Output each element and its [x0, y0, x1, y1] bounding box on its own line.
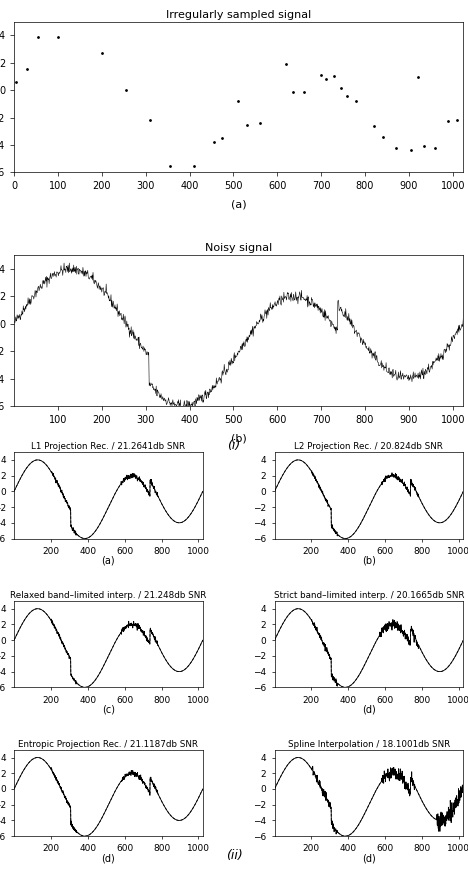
Point	[453, 112, 461, 126]
Point	[445, 114, 452, 128]
Point	[317, 68, 325, 82]
Point	[243, 118, 250, 132]
Point	[414, 71, 422, 84]
X-axis label: (a): (a)	[231, 199, 247, 210]
Point	[282, 57, 290, 71]
Point	[13, 75, 20, 89]
X-axis label: (a): (a)	[102, 556, 115, 566]
Title: Irregularly sampled signal: Irregularly sampled signal	[166, 10, 311, 20]
Point	[330, 69, 338, 83]
X-axis label: (b): (b)	[362, 556, 376, 566]
Point	[352, 93, 360, 107]
Title: Spline Interpolation / 18.1001db SNR: Spline Interpolation / 18.1001db SNR	[288, 739, 450, 749]
Point	[344, 89, 351, 103]
Title: L1 Projection Rec. / 21.2641db SNR: L1 Projection Rec. / 21.2641db SNR	[31, 442, 185, 451]
Title: Noisy signal: Noisy signal	[205, 243, 272, 253]
X-axis label: (b): (b)	[231, 433, 247, 443]
Title: Entropic Projection Rec. / 21.1187db SNR: Entropic Projection Rec. / 21.1187db SNR	[18, 739, 198, 749]
Point	[322, 71, 329, 85]
X-axis label: (d): (d)	[362, 705, 376, 714]
Point	[256, 116, 263, 130]
Title: Relaxed band–limited interp. / 21.248db SNR: Relaxed band–limited interp. / 21.248db …	[10, 591, 206, 600]
Point	[421, 138, 428, 152]
Point	[337, 81, 344, 95]
X-axis label: (c): (c)	[102, 705, 115, 714]
Point	[122, 83, 130, 97]
Point	[23, 62, 31, 76]
Point	[289, 84, 296, 98]
Point	[300, 84, 307, 98]
Point	[146, 113, 154, 127]
Title: L2 Projection Rec. / 20.824db SNR: L2 Projection Rec. / 20.824db SNR	[294, 442, 443, 451]
Point	[234, 94, 241, 108]
Point	[431, 141, 439, 155]
Point	[379, 130, 387, 144]
X-axis label: (d): (d)	[362, 854, 376, 863]
Title: Strict band–limited interp. / 20.1665db SNR: Strict band–limited interp. / 20.1665db …	[274, 591, 464, 600]
Text: (i): (i)	[227, 440, 241, 452]
Point	[219, 132, 226, 145]
Point	[35, 30, 42, 44]
Point	[190, 159, 197, 172]
Point	[54, 30, 62, 44]
Point	[166, 159, 174, 172]
Point	[370, 118, 378, 132]
X-axis label: (d): (d)	[102, 854, 115, 863]
Point	[407, 143, 415, 157]
Text: (ii): (ii)	[226, 849, 242, 861]
Point	[210, 135, 218, 149]
Point	[98, 45, 106, 59]
Point	[392, 141, 400, 155]
